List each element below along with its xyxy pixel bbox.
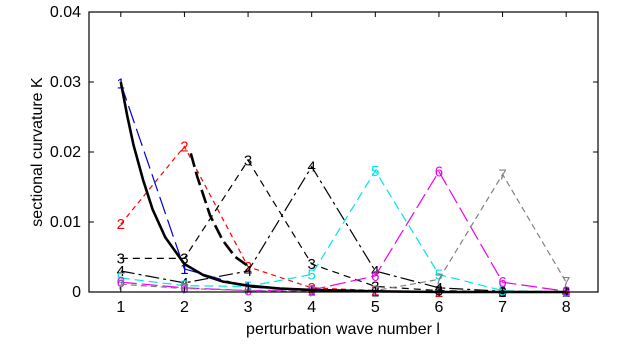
data-marker: 4: [180, 275, 188, 292]
data-marker: 4: [371, 263, 379, 280]
x-tick-label: 7: [498, 299, 507, 316]
data-marker: 2: [180, 138, 188, 155]
x-tick-label: 2: [180, 299, 189, 316]
data-marker: 4: [117, 263, 125, 280]
y-tick-label: 0.01: [50, 214, 81, 231]
data-marker: 5: [308, 267, 316, 284]
data-marker: 5: [117, 270, 125, 287]
data-marker: 2: [244, 259, 252, 276]
data-marker: 5: [371, 163, 379, 180]
data-marker: 3: [244, 152, 252, 169]
series-line: [120, 165, 567, 293]
x-tick-label: 6: [434, 299, 443, 316]
data-marker: 2: [117, 216, 125, 233]
y-tick-label: 0: [72, 284, 81, 301]
x-axis-label: perturbation wave number l: [246, 321, 440, 338]
y-axis-label: sectional curvature K: [29, 77, 46, 227]
data-marker: 4: [244, 263, 252, 280]
data-marker: 6: [498, 274, 506, 291]
data-marker: 3: [308, 256, 316, 273]
data-marker: 6: [435, 164, 443, 181]
x-tick-label: 8: [562, 299, 571, 316]
data-marker: 6: [117, 274, 125, 291]
data-marker: 3: [371, 278, 379, 295]
data-marker: 7: [562, 274, 570, 291]
y-tick-label: 0.04: [50, 4, 81, 21]
series-line: [120, 145, 567, 293]
data-marker: 3: [117, 250, 125, 267]
data-marker: 5: [180, 278, 188, 295]
axes-layer: 1 2 3 4 5 6 7 800.010.020.030.04: [50, 4, 598, 316]
y-tick-label: 0.03: [50, 74, 81, 91]
envelope-segment: [189, 153, 249, 268]
data-marker: 7: [498, 166, 506, 183]
data-marker: 6: [371, 268, 379, 285]
x-tick-label: 5: [371, 299, 380, 316]
data-marker: 5: [435, 267, 443, 284]
series-line: [120, 169, 567, 293]
y-tick-label: 0.02: [50, 144, 81, 161]
data-marker: 7: [117, 276, 125, 293]
data-marker: 7: [435, 271, 443, 288]
x-tick-label: 3: [244, 299, 253, 316]
data-marker: 4: [308, 159, 316, 176]
plot-frame: [88, 11, 599, 293]
x-tick-label: 1: [116, 299, 125, 316]
x-tick-label: 4: [307, 299, 316, 316]
data-marker: 3: [180, 250, 188, 267]
data-marker: 1: [180, 261, 188, 278]
